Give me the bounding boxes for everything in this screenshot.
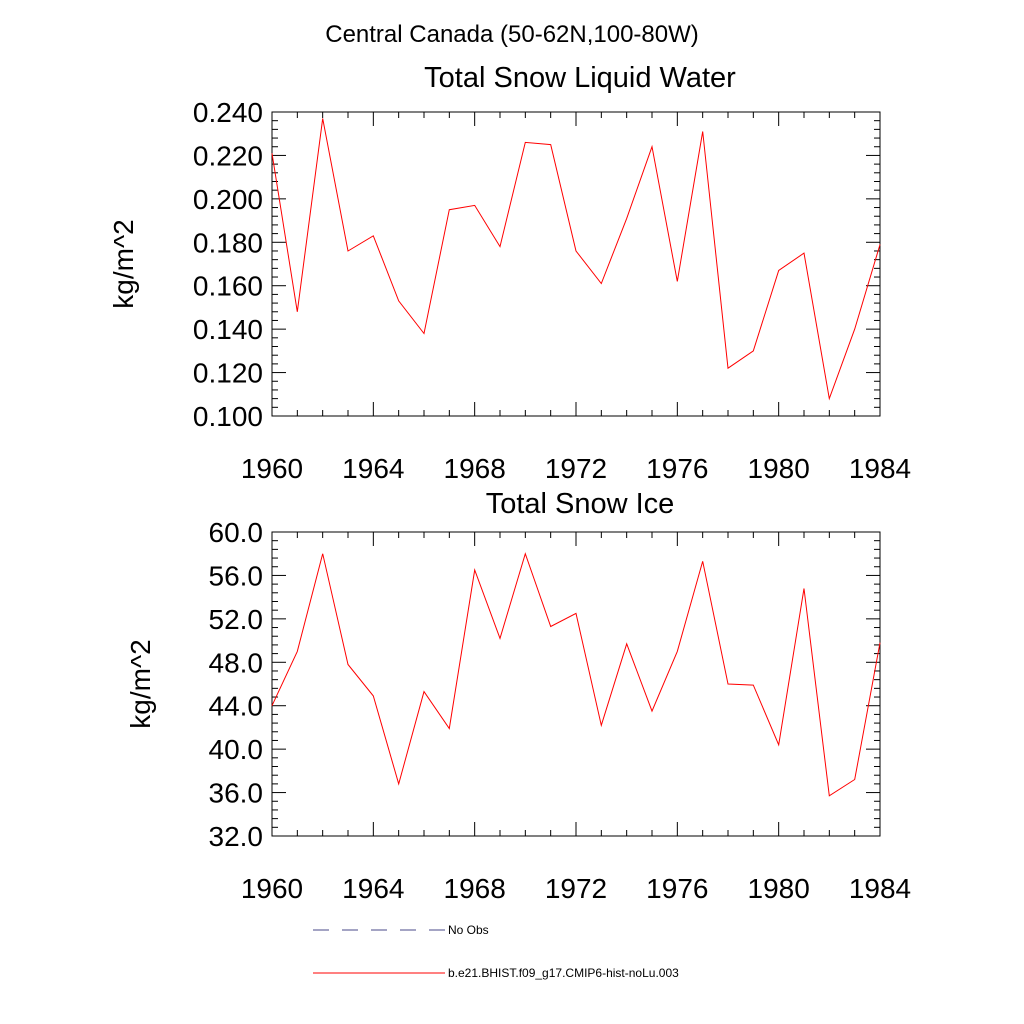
chart-title: Total Snow Ice xyxy=(486,488,675,520)
y-tick-label: 40.0 xyxy=(209,734,264,765)
x-tick-label: 1960 xyxy=(241,873,303,904)
x-tick-label: 1972 xyxy=(545,873,607,904)
x-tick-label: 1968 xyxy=(444,453,506,484)
x-tick-label: 1964 xyxy=(342,453,404,484)
x-tick-label: 1984 xyxy=(849,873,911,904)
figure-title: Central Canada (50-62N,100-80W) xyxy=(325,21,699,48)
y-tick-label: 0.100 xyxy=(193,401,263,432)
y-axis-label: kg/m^2 xyxy=(108,219,139,308)
y-tick-label: 48.0 xyxy=(209,647,264,678)
y-tick-label: 0.160 xyxy=(193,271,263,302)
legend: No Obs b.e21.BHIST.f09_g17.CMIP6-hist-noL… xyxy=(313,923,679,980)
x-tick-label: 1980 xyxy=(748,873,810,904)
series-line xyxy=(271,552,881,797)
x-tick-label: 1964 xyxy=(342,873,404,904)
chart-title: Total Snow Liquid Water xyxy=(424,62,736,94)
y-tick-label: 0.180 xyxy=(193,227,263,258)
y-tick-label: 52.0 xyxy=(209,604,264,635)
y-tick-label: 0.220 xyxy=(193,140,263,171)
x-tick-label: 1980 xyxy=(748,453,810,484)
y-tick-label: 36.0 xyxy=(209,778,264,809)
x-tick-label: 1968 xyxy=(444,873,506,904)
x-tick-label: 1960 xyxy=(241,453,303,484)
x-tick-label: 1972 xyxy=(545,453,607,484)
x-tick-label: 1984 xyxy=(849,453,911,484)
y-tick-label: 0.200 xyxy=(193,184,263,215)
y-tick-label: 56.0 xyxy=(209,560,264,591)
y-tick-label: 0.120 xyxy=(193,358,263,389)
x-tick-label: 1976 xyxy=(646,453,708,484)
y-tick-label: 32.0 xyxy=(209,821,264,852)
y-tick-label: 0.240 xyxy=(193,97,263,128)
x-tick-label: 1976 xyxy=(646,873,708,904)
chart-panel-snow-ice: Total Snow Ice 32.0 36.0 40.0 44.0 48.0 52.0 56… xyxy=(125,488,911,904)
series-line xyxy=(271,118,881,401)
y-axis-label: kg/m^2 xyxy=(125,639,156,728)
y-tick-label: 60.0 xyxy=(209,517,264,548)
legend-label: b.e21.BHIST.f09_g17.CMIP6-hist-noLu.003 xyxy=(448,966,679,980)
y-tick-label: 44.0 xyxy=(209,691,264,722)
chart-panel-snow-liquid-water: Total Snow Liquid Water 0.100 0.120 0.140 0.… xyxy=(108,62,911,484)
legend-label: No Obs xyxy=(448,923,489,937)
y-tick-label: 0.140 xyxy=(193,314,263,345)
